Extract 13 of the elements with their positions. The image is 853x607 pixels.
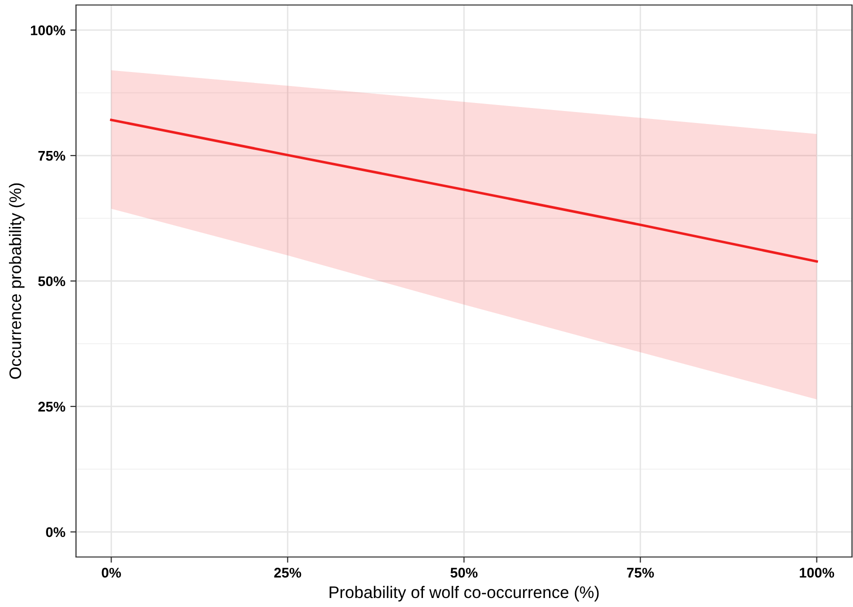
x-tick-label: 50% <box>450 568 478 578</box>
line-series <box>110 118 818 263</box>
y-axis-title: Occurrence probability (%) <box>8 183 25 379</box>
y-tick-label: 75% <box>38 150 66 161</box>
y-tick-label: 25% <box>38 402 66 412</box>
y-tick-label: 100% <box>30 25 66 36</box>
x-tick-label: 75% <box>627 568 654 578</box>
x-tick-label: 100% <box>800 568 834 578</box>
y-tick-label: 50% <box>38 276 66 286</box>
x-tick-label: 25% <box>274 568 302 578</box>
y-tick-label: 0% <box>46 527 66 538</box>
x-tick-label: 0% <box>102 568 121 578</box>
x-axis-title: Probability of wolf co-occurrence (%) <box>330 586 599 602</box>
